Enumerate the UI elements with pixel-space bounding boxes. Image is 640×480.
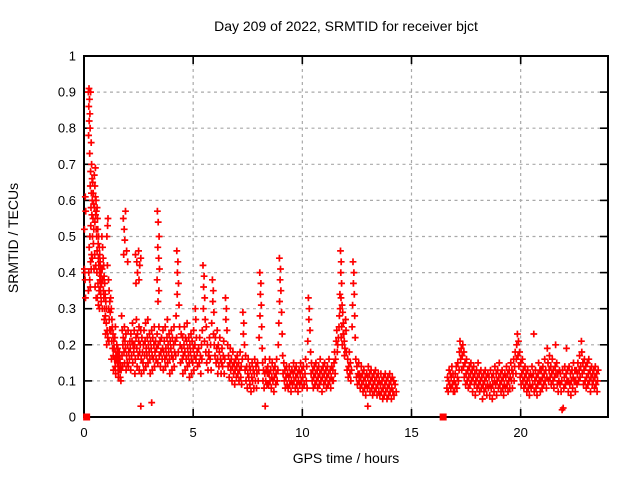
y-tick-label: 0 xyxy=(69,410,76,425)
x-tick-label: 5 xyxy=(190,425,197,440)
y-tick-label: 0.9 xyxy=(58,85,76,100)
y-tick-label: 0.3 xyxy=(58,301,76,316)
y-tick-label: 0.8 xyxy=(58,121,76,136)
x-tick-label: 10 xyxy=(295,425,309,440)
y-tick-label: 1 xyxy=(69,49,76,64)
x-tick-label: 20 xyxy=(513,425,527,440)
y-tick-label: 0.1 xyxy=(58,373,76,388)
x-axis-label: GPS time / hours xyxy=(292,450,400,466)
x-tick-label: 0 xyxy=(80,425,87,440)
y-tick-label: 0.4 xyxy=(58,265,76,280)
chart-title: Day 209 of 2022, SRMTID for receiver bjc… xyxy=(214,18,478,34)
axis-square-marker xyxy=(439,413,447,421)
y-tick-label: 0.6 xyxy=(58,193,76,208)
y-tick-label: 0.2 xyxy=(58,337,76,352)
y-tick-label: 0.7 xyxy=(58,157,76,172)
y-tick-label: 0.5 xyxy=(58,229,76,244)
scatter-points-srmtid xyxy=(81,85,602,414)
x-tick-label: 15 xyxy=(404,425,418,440)
axis-square-marker xyxy=(83,413,91,421)
